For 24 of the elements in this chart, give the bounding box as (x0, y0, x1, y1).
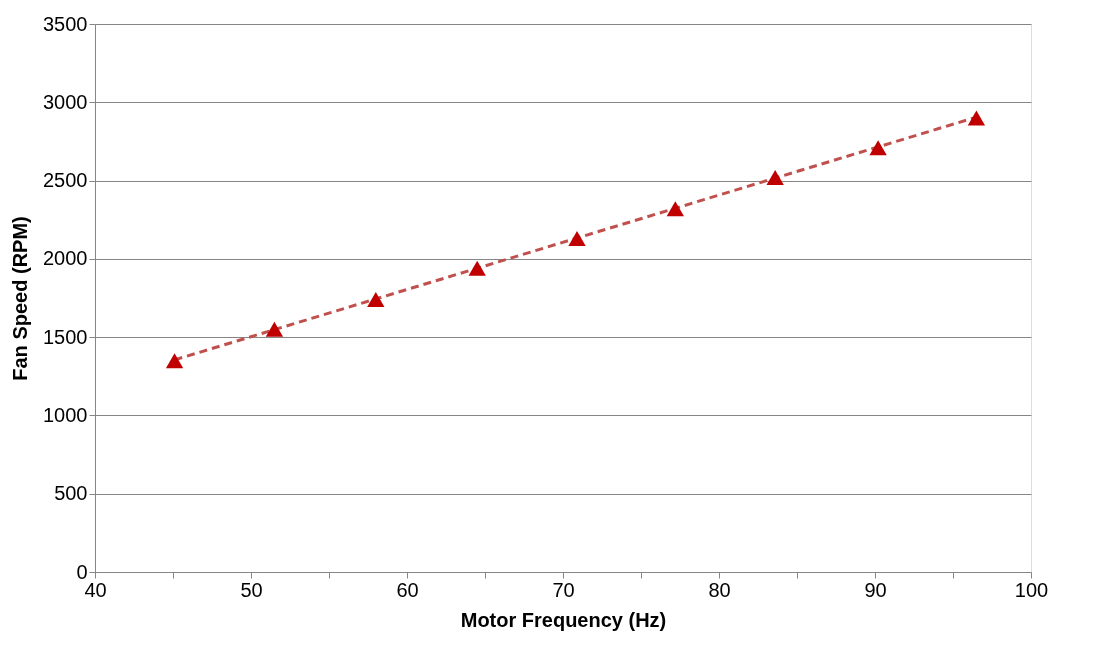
x-axis-title: Motor Frequency (Hz) (460, 608, 667, 631)
y-tick-label: 2500 (43, 169, 88, 192)
x-tick-label: 100 (1014, 578, 1049, 601)
y-axis-title: Fan Speed (RPM) (9, 216, 32, 381)
y-tick-label: 1500 (43, 325, 88, 348)
point (766, 169, 784, 185)
point (265, 321, 284, 337)
point (967, 110, 986, 126)
point (367, 292, 385, 308)
y-tick-label: 1000 (43, 403, 88, 426)
x-tick-label: 50 (240, 578, 263, 601)
x-tick-label: 60 (396, 578, 419, 601)
point (666, 201, 684, 217)
x-tick-label: 70 (552, 578, 575, 601)
point (568, 231, 586, 246)
y-tick-label: 3000 (43, 90, 88, 113)
x-tick-label: 80 (708, 578, 731, 601)
x-tick-label: 90 (864, 578, 887, 601)
point (869, 140, 887, 156)
point (468, 260, 486, 276)
point (165, 353, 184, 369)
y-tick-label: 500 (54, 482, 88, 505)
y-tick-label: 3500 (43, 12, 88, 35)
y-tick-label: 2000 (43, 247, 88, 270)
